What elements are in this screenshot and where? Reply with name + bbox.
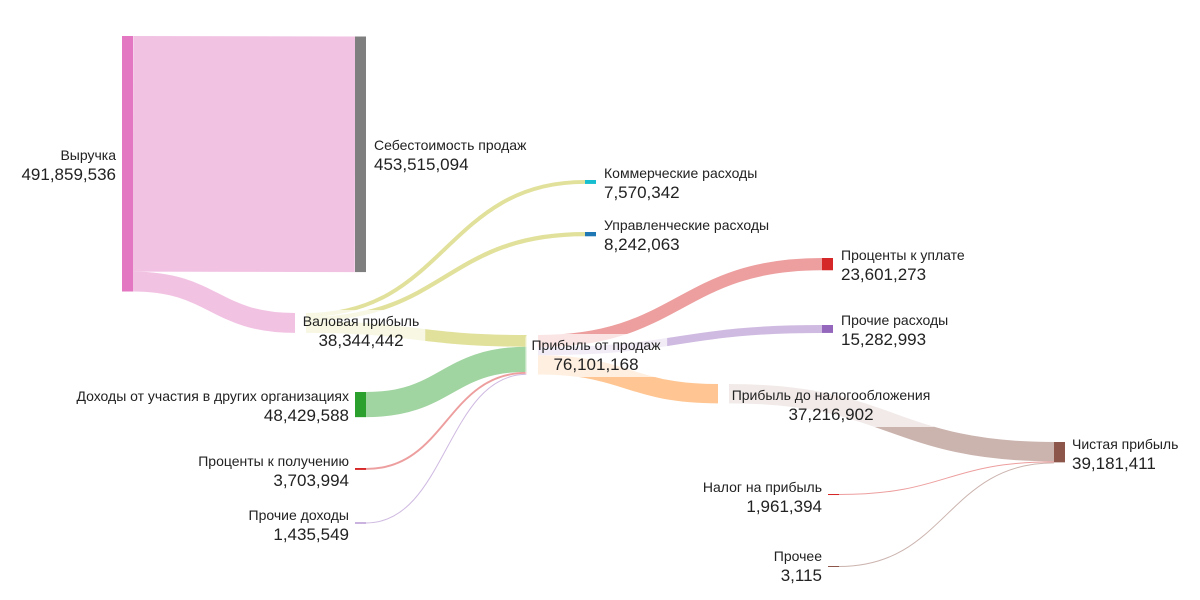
label-name-income_tax: Налог на прибыль bbox=[703, 479, 822, 495]
label-name-pretax_profit: Прибыль до налогообложения bbox=[732, 387, 931, 403]
label-income_tax: Налог на прибыль 1,961,394 bbox=[703, 479, 822, 516]
label-participation: Доходы от участия в других организациях 4… bbox=[76, 388, 349, 425]
node-admin_exp bbox=[585, 232, 596, 237]
label-bg-gross_profit bbox=[296, 310, 426, 353]
node-participation bbox=[355, 392, 366, 418]
label-admin_exp: Управленческие расходы 8,242,063 bbox=[604, 217, 769, 254]
label-name-sales_profit: Прибыль от продаж bbox=[531, 337, 661, 353]
label-gross_profit: Валовая прибыль 38,344,442 bbox=[296, 310, 426, 353]
link-interest_recv-to-sales_profit bbox=[365, 371, 528, 470]
label-selling_exp: Коммерческие расходы 7,570,342 bbox=[604, 165, 757, 202]
label-name-interest_pay: Проценты к уплате bbox=[841, 247, 965, 263]
label-interest_pay: Проценты к уплате 23,601,273 bbox=[841, 247, 965, 284]
label-other: Прочее 3,115 bbox=[774, 548, 822, 585]
label-net_profit: Чистая прибыль 39,181,411 bbox=[1072, 436, 1178, 473]
labels-layer: Выручка 491,859,536 Себестоимость продаж 45… bbox=[21, 137, 1178, 585]
label-value-pretax_profit: 37,216,902 bbox=[788, 405, 873, 424]
node-other bbox=[828, 566, 839, 567]
node-income_tax bbox=[828, 494, 839, 496]
label-value-revenue: 491,859,536 bbox=[21, 165, 116, 184]
label-name-admin_exp: Управленческие расходы bbox=[604, 217, 769, 233]
label-value-other_exp: 15,282,993 bbox=[841, 330, 926, 349]
node-cost_of_sales bbox=[355, 36, 366, 273]
link-other_income-to-sales_profit bbox=[365, 373, 528, 524]
label-value-participation: 48,429,588 bbox=[264, 406, 349, 425]
label-value-selling_exp: 7,570,342 bbox=[604, 183, 680, 202]
label-name-cost_of_sales: Себестоимость продаж bbox=[374, 137, 527, 153]
node-interest_recv bbox=[355, 468, 366, 470]
label-revenue: Выручка 491,859,536 bbox=[21, 147, 116, 184]
label-cost_of_sales: Себестоимость продаж 453,515,094 bbox=[374, 137, 527, 174]
label-value-interest_recv: 3,703,994 bbox=[273, 471, 349, 490]
link-participation-to-sales_profit bbox=[365, 346, 528, 418]
label-bg-sales_profit bbox=[525, 334, 668, 377]
label-name-participation: Доходы от участия в других организациях bbox=[76, 388, 349, 404]
node-net_profit bbox=[1054, 442, 1065, 463]
label-name-selling_exp: Коммерческие расходы bbox=[604, 165, 757, 181]
label-value-gross_profit: 38,344,442 bbox=[318, 331, 403, 350]
node-revenue bbox=[122, 36, 133, 292]
link-income_tax-to-net_profit bbox=[838, 461, 1055, 496]
label-value-other: 3,115 bbox=[781, 566, 822, 585]
label-bg-pretax_profit bbox=[725, 384, 937, 427]
node-selling_exp bbox=[585, 180, 596, 184]
label-name-net_profit: Чистая прибыль bbox=[1072, 436, 1178, 452]
label-sales_profit: Прибыль от продаж 76,101,168 bbox=[525, 334, 668, 377]
label-value-sales_profit: 76,101,168 bbox=[553, 355, 638, 374]
label-value-interest_pay: 23,601,273 bbox=[841, 265, 926, 284]
label-value-other_income: 1,435,549 bbox=[273, 525, 349, 544]
label-other_exp: Прочие расходы 15,282,993 bbox=[841, 312, 948, 349]
label-name-other: Прочее bbox=[774, 548, 822, 564]
label-interest_recv: Проценты к получению 3,703,994 bbox=[198, 453, 349, 490]
link-revenue-to-cost_of_sales bbox=[132, 36, 356, 273]
label-name-other_income: Прочие доходы bbox=[249, 507, 349, 523]
label-value-cost_of_sales: 453,515,094 bbox=[374, 155, 469, 174]
label-name-revenue: Выручка bbox=[60, 147, 116, 163]
label-value-income_tax: 1,961,394 bbox=[746, 497, 822, 516]
label-name-other_exp: Прочие расходы bbox=[841, 312, 948, 328]
label-name-interest_recv: Проценты к получению bbox=[198, 453, 349, 469]
link-revenue-to-gross_profit bbox=[132, 271, 296, 333]
nodes-layer bbox=[122, 36, 1065, 567]
node-other_income bbox=[355, 522, 366, 524]
label-name-gross_profit: Валовая прибыль bbox=[303, 313, 420, 329]
label-pretax_profit: Прибыль до налогообложения 37,216,902 bbox=[725, 384, 937, 427]
node-interest_pay bbox=[822, 258, 833, 271]
label-other_income: Прочие доходы 1,435,549 bbox=[249, 507, 349, 544]
node-other_exp bbox=[822, 325, 833, 333]
link-gross_profit-to-selling_exp bbox=[305, 179, 586, 317]
label-value-net_profit: 39,181,411 bbox=[1072, 454, 1156, 473]
label-value-admin_exp: 8,242,063 bbox=[604, 235, 680, 254]
link-other-to-net_profit bbox=[838, 462, 1055, 567]
